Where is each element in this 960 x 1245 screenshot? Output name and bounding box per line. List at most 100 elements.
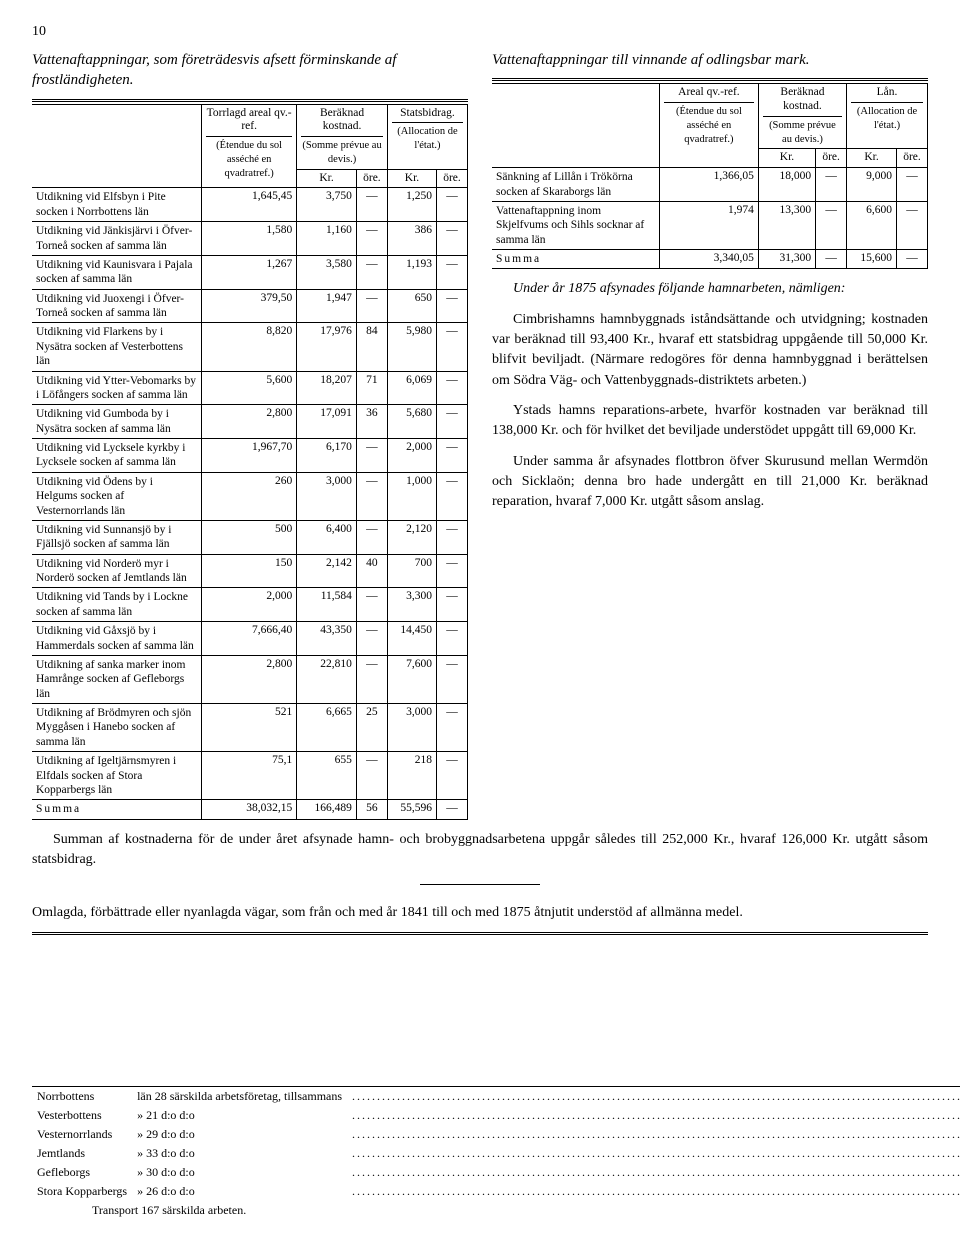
- summa-kost-ore: —: [816, 250, 847, 269]
- cell-areal: 1,967,70: [202, 439, 297, 473]
- right-para-2: Cimbrishamns hamnbyggnads iståndsättande…: [492, 310, 928, 391]
- cell-bid-ore: —: [437, 472, 468, 520]
- cell-bid-kr: 6,069: [387, 371, 436, 405]
- summa-areal: 38,032,15: [202, 800, 297, 819]
- cell-mark: » 30 d:o d:o: [132, 1163, 347, 1182]
- cell-dots: [347, 1182, 960, 1202]
- cell-lan: Vesterbottens: [32, 1106, 132, 1125]
- th-r-areal: Areal qv.-ref.: [678, 86, 740, 98]
- cell-kost-ore: 36: [356, 405, 387, 439]
- right-heading: Vattenaftappningar till vinnande af odli…: [492, 50, 928, 70]
- cell-areal: 150: [202, 554, 297, 588]
- cell-desc: Utdikning af Igeltjärnsmyren i Elfdals s…: [32, 752, 202, 800]
- top-columns: Vattenaftappningar, som företrädesvis af…: [32, 50, 928, 820]
- cell-kost-kr: 18,207: [297, 371, 357, 405]
- th-r-kr2: Kr.: [847, 149, 897, 168]
- cell-bid-ore: —: [437, 188, 468, 222]
- cell-bid-kr: 2,000: [387, 439, 436, 473]
- th-r-lan: Lån.: [877, 86, 898, 98]
- th-ore2: öre.: [437, 169, 468, 188]
- right-table: Areal qv.-ref. (Étendue du sol asséché e…: [492, 83, 928, 269]
- cell-mark: » 21 d:o d:o: [132, 1106, 347, 1125]
- cell-bid-ore: —: [437, 704, 468, 752]
- mid-para: Summan af kostnaderna för de under året …: [32, 830, 928, 871]
- cell-bid-ore: —: [437, 439, 468, 473]
- cell-kost-ore: 40: [356, 554, 387, 588]
- cell-desc: Utdikning vid Lycksele kyrkby i Lycksele…: [32, 439, 202, 473]
- cell-lan-ore: —: [897, 168, 928, 202]
- cell-bid-kr: 14,450: [387, 622, 436, 656]
- cell-lan-ore: —: [897, 201, 928, 249]
- th-bid: Statsbidrag.: [400, 107, 455, 119]
- cell-kost-kr: 1,160: [297, 222, 357, 256]
- transport-label: Transport: [347, 1201, 960, 1221]
- cell-desc: Utdikning vid Ytter-Vebomarks by i Löfån…: [32, 371, 202, 405]
- cell-desc: Utdikning vid Flarkens by i Nysätra sock…: [32, 323, 202, 371]
- th-r-kr: Kr.: [758, 149, 815, 168]
- cell-kost-ore: —: [356, 222, 387, 256]
- cell-kost-ore: —: [356, 588, 387, 622]
- cell-kost-kr: 2,142: [297, 554, 357, 588]
- table-row: Jemtlands» 33 d:o d:o5321,408674,2275241…: [32, 1144, 960, 1163]
- cell-desc: Utdikning vid Ödens by i Helgums socken …: [32, 472, 202, 520]
- cell-kost-kr: 43,350: [297, 622, 357, 656]
- cell-lan: Gefleborgs: [32, 1163, 132, 1182]
- table-row: Utdikning af sanka marker inom Hamrånge …: [32, 655, 468, 703]
- cell-kost-kr: 17,091: [297, 405, 357, 439]
- table-row: Utdikning af Brödmyren och sjön Myggåsen…: [32, 704, 468, 752]
- transport-row: Transport 167 särskilda arbeten.Transpor…: [32, 1201, 960, 1221]
- cell-areal: 379,50: [202, 289, 297, 323]
- left-table: Torrlagd areal qv.-ref. (Étendue du sol …: [32, 104, 468, 820]
- cell-dots: [347, 1125, 960, 1144]
- cell-kost-ore: —: [356, 439, 387, 473]
- cell-kost-kr: 1,947: [297, 289, 357, 323]
- table-row: Stora Kopparbergs» 26 d:o d:o2812,649367…: [32, 1182, 960, 1202]
- summa-kost-ore: 56: [356, 800, 387, 819]
- cell-kost-ore: —: [356, 752, 387, 800]
- cell-areal: 5,600: [202, 371, 297, 405]
- table-row: Utdikning vid Ödens by i Helgums socken …: [32, 472, 468, 520]
- cell-bid-ore: —: [437, 255, 468, 289]
- cell-bid-kr: 218: [387, 752, 436, 800]
- summa-areal: 3,340,05: [660, 250, 759, 269]
- cell-bid-ore: —: [437, 655, 468, 703]
- cell-lan-kr: 9,000: [847, 168, 897, 202]
- cell-kost-ore: —: [816, 168, 847, 202]
- cell-areal: 8,820: [202, 323, 297, 371]
- th-kr: Kr.: [297, 169, 357, 188]
- cell-lan: Vesternorrlands: [32, 1125, 132, 1144]
- cell-bid-kr: 1,193: [387, 255, 436, 289]
- cell-bid-kr: 7,600: [387, 655, 436, 703]
- cell-areal: 521: [202, 704, 297, 752]
- cell-kost-kr: 17,976: [297, 323, 357, 371]
- cell-kost-ore: —: [356, 622, 387, 656]
- cell-lan-kr: 6,600: [847, 201, 897, 249]
- table-row: Utdikning vid Ytter-Vebomarks by i Löfån…: [32, 371, 468, 405]
- table-row: Utdikning vid Elfsbyn i Pite socken i No…: [32, 188, 468, 222]
- cell-kost-kr: 3,580: [297, 255, 357, 289]
- cell-bid-kr: 386: [387, 222, 436, 256]
- th-bid-sub: (Allocation de l'état.): [397, 126, 457, 151]
- cell-areal: 75,1: [202, 752, 297, 800]
- cell-desc: Utdikning vid Juoxengi i Öfver-Torneå so…: [32, 289, 202, 323]
- cell-dots: [347, 1086, 960, 1106]
- summa-row: Summa38,032,15166,4895655,596—: [32, 800, 468, 819]
- cell-bid-kr: 3,300: [387, 588, 436, 622]
- table-row: Vesternorrlands» 29 d:o d:o4116,725972,2…: [32, 1125, 960, 1144]
- cell-bid-kr: 650: [387, 289, 436, 323]
- cell-desc: Utdikning af Brödmyren och sjön Myggåsen…: [32, 704, 202, 752]
- cell-areal: 1,974: [660, 201, 759, 249]
- table-row: Norrbottenslän 28 särskilda arbetsföreta…: [32, 1086, 960, 1106]
- cell-dots: [347, 1144, 960, 1163]
- cell-bid-ore: —: [437, 323, 468, 371]
- cell-kost-ore: —: [356, 255, 387, 289]
- table-row: Utdikning vid Flarkens by i Nysätra sock…: [32, 323, 468, 371]
- left-heading: Vattenaftappningar, som företrädesvis af…: [32, 50, 468, 91]
- right-para-1: Under år 1875 afsynades följande hamnarb…: [492, 279, 928, 299]
- cell-bid-kr: 3,000: [387, 704, 436, 752]
- table-row: Utdikning vid Lycksele kyrkby i Lycksele…: [32, 439, 468, 473]
- cell-bid-ore: —: [437, 371, 468, 405]
- th-ore: öre.: [356, 169, 387, 188]
- cell-kost-ore: —: [356, 520, 387, 554]
- cell-desc: Utdikning vid Gåxsjö by i Hammerdals soc…: [32, 622, 202, 656]
